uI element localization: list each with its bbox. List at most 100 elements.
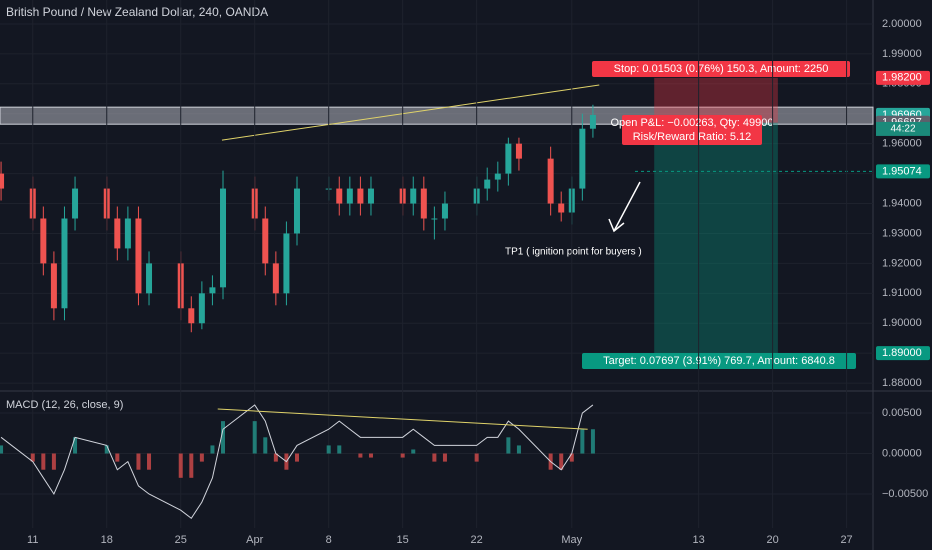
candle-body <box>441 203 448 219</box>
countdown-box <box>876 121 930 136</box>
candle-body <box>50 263 57 309</box>
candle-body <box>420 188 427 219</box>
candle-body <box>220 188 227 288</box>
histogram-bar <box>358 453 363 458</box>
histogram-bar <box>326 445 331 454</box>
histogram-bar <box>273 453 278 462</box>
price-tag <box>876 70 930 85</box>
x-tick-label: 15 <box>397 534 409 546</box>
histogram-bar <box>147 453 152 470</box>
histogram-bar <box>474 453 479 462</box>
stop-label: Stop: 0.01503 (0.76%) 150.3, Amount: 225… <box>614 63 829 75</box>
histogram-bar <box>442 453 447 462</box>
histogram-bar <box>432 453 437 462</box>
candle-body <box>357 188 364 204</box>
candle-body <box>431 218 438 220</box>
histogram-bar <box>210 445 215 454</box>
candle-body <box>146 263 153 294</box>
y-tick-label: 1.96000 <box>882 138 922 150</box>
target-label: Target: 0.07697 (3.91%) 769.7, Amount: 6… <box>603 355 835 367</box>
histogram-bar <box>104 445 109 454</box>
histogram-bar <box>559 453 564 470</box>
macd-line <box>0 404 594 520</box>
candle-body <box>367 188 374 204</box>
rr-label: Risk/Reward Ratio: 5.12 <box>633 131 752 143</box>
candle-body <box>346 188 353 204</box>
histogram-bar <box>580 429 585 454</box>
candle-body <box>114 218 121 249</box>
histogram-bar <box>189 453 194 478</box>
candle-body <box>0 173 5 189</box>
candle-body <box>188 308 195 324</box>
candle-body <box>589 114 596 129</box>
candle-body <box>198 293 205 324</box>
countdown: 44:22 <box>890 124 915 135</box>
histogram-bar <box>136 453 141 470</box>
candle-body <box>547 158 554 204</box>
histogram-bar <box>30 453 35 462</box>
candle-body <box>72 188 79 219</box>
trendline <box>221 84 600 141</box>
y-tick-label: 2.00000 <box>882 18 922 30</box>
histogram-bar <box>590 429 595 454</box>
candle-body <box>558 203 565 213</box>
histogram-bar <box>263 437 268 454</box>
x-tick-label: 13 <box>692 534 704 546</box>
candle-body <box>494 173 501 180</box>
y-tick-label: 1.93000 <box>882 227 922 239</box>
x-tick-label: 22 <box>471 534 483 546</box>
x-tick-label: 25 <box>175 534 187 546</box>
y-tick-label: 1.91000 <box>882 287 922 299</box>
histogram-bar <box>516 445 521 454</box>
price-tag-label: 1.98200 <box>882 72 922 84</box>
histogram-bar <box>178 453 183 478</box>
pnl-label-box <box>622 115 762 145</box>
histogram-bar <box>506 437 511 454</box>
x-tick-label: 8 <box>326 534 332 546</box>
candle-body <box>293 188 300 234</box>
y-tick-label: 1.92000 <box>882 257 922 269</box>
price-tag-label: 1.95074 <box>882 165 922 177</box>
histogram-bar <box>294 453 299 462</box>
histogram-bar <box>411 449 416 454</box>
x-tick-label: Apr <box>246 534 263 546</box>
candle-body <box>515 143 522 159</box>
stop-label-box <box>592 61 850 77</box>
candle-body <box>61 218 68 309</box>
candle-body <box>124 218 131 249</box>
annotation-arrow-head <box>608 218 625 233</box>
histogram-bar <box>400 453 405 458</box>
histogram-bar <box>73 437 78 454</box>
histogram-bar <box>41 453 46 470</box>
x-tick-label: May <box>561 534 582 546</box>
candle-body <box>272 263 279 294</box>
y-tick-label: 0.00500 <box>882 407 922 419</box>
x-tick-label: 18 <box>101 534 113 546</box>
target-area <box>654 122 778 354</box>
x-tick-label: 20 <box>766 534 778 546</box>
annotation: TP1 ( ignition point for buyers ) <box>505 247 642 258</box>
x-tick-label: 11 <box>27 534 38 546</box>
candle-body <box>484 179 491 189</box>
target-label-box <box>582 353 856 369</box>
pnl-label: Open P&L: −0.00263, Qty: 49900 <box>611 117 774 129</box>
histogram-bar <box>51 453 56 470</box>
y-tick-label: −0.00500 <box>882 488 928 500</box>
histogram-bar <box>0 445 4 454</box>
histogram-bar <box>221 421 226 454</box>
candle-body <box>135 218 142 294</box>
pane-title: MACD (12, 26, close, 9) <box>6 399 123 411</box>
histogram-bar <box>337 445 342 454</box>
candle-body <box>283 233 290 294</box>
price-tag-label: 1.89000 <box>882 347 922 359</box>
candle-body <box>209 287 216 294</box>
histogram-bar <box>199 453 204 462</box>
y-tick-label: 1.88000 <box>882 377 922 389</box>
candle-body <box>410 188 417 204</box>
price-tag <box>876 164 930 179</box>
histogram-bar <box>115 453 120 462</box>
y-tick-label: 1.94000 <box>882 197 922 209</box>
y-tick-label: 0.00000 <box>882 447 922 459</box>
